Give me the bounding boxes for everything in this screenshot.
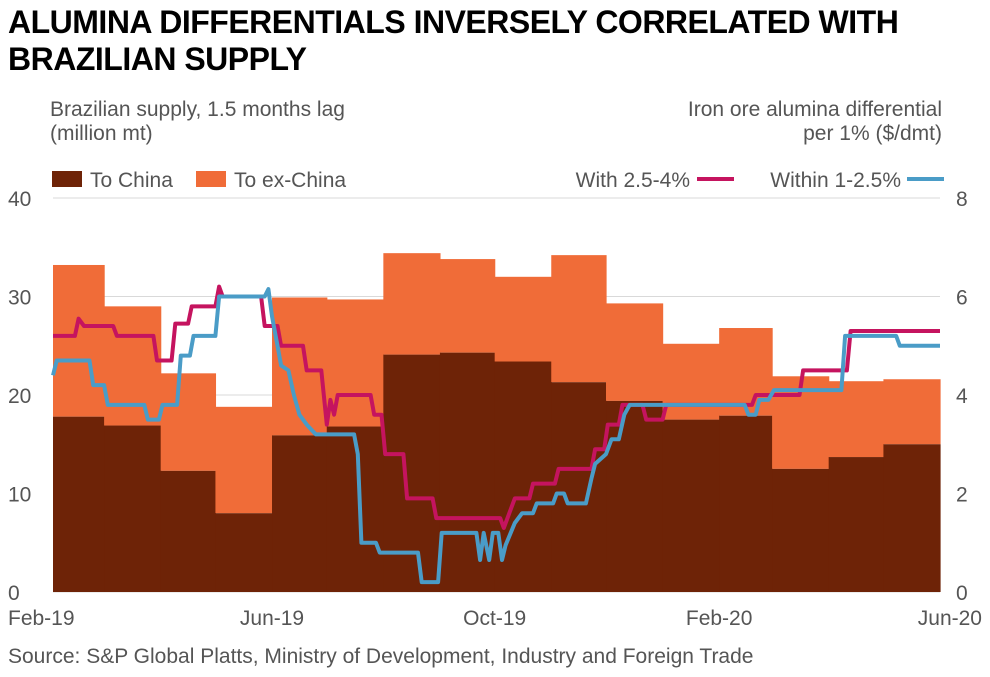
bar-china-4	[272, 435, 328, 592]
left-axis-title: Brazilian supply, 1.5 months lag (millio…	[50, 98, 345, 145]
bar-ex-china-0	[53, 264, 105, 417]
bar-china-15	[883, 444, 941, 592]
x-tick-jun-20: Jun-20	[918, 607, 982, 630]
bar-ex-china-3	[215, 406, 273, 514]
y-tick-30: 30	[8, 287, 31, 310]
bar-china-9	[551, 382, 607, 592]
bar-china-0	[53, 416, 105, 592]
right-axis-title: Iron ore alumina differential per 1% ($/…	[687, 98, 942, 145]
bar-ex-china-8	[494, 276, 552, 362]
line-with-2-5-4	[53, 284, 940, 530]
y2-tick-8: 8	[956, 188, 968, 211]
bar-china-14	[828, 457, 885, 592]
x-tick-feb-20: Feb-20	[686, 607, 753, 630]
bar-ex-china-12	[719, 328, 773, 416]
y-tick-0: 0	[8, 582, 20, 605]
bar-china-3	[215, 513, 273, 592]
legend-label-with-2-5-4: With 2.5-4%	[576, 169, 690, 192]
line-within-1-2-5	[51, 287, 940, 585]
bar-china-2	[160, 470, 217, 592]
bar-china-6	[383, 354, 441, 592]
y-tick-20: 20	[8, 385, 31, 408]
x-tick-oct-19: Oct-19	[463, 607, 526, 630]
bar-ex-china-14	[828, 381, 885, 458]
bar-ex-china-2	[160, 373, 217, 471]
bar-china-5	[326, 426, 384, 592]
bar-ex-china-11	[662, 343, 720, 420]
y2-tick-6: 6	[956, 287, 968, 310]
bar-china-12	[719, 415, 773, 592]
legend-label-within-1-2-5: Within 1-2.5%	[770, 169, 901, 192]
bar-ex-china-9	[551, 255, 607, 383]
legend-label-to-ex-china: To ex-China	[234, 169, 346, 192]
source-note: Source: S&P Global Platts, Ministry of D…	[8, 645, 754, 668]
legend-swatch-to-china	[52, 171, 82, 187]
legend-swatch-to-ex-china	[196, 171, 226, 187]
y-tick-10: 10	[8, 484, 31, 507]
chart-title: ALUMINA DIFFERENTIALS INVERSELY CORRELAT…	[8, 4, 899, 77]
x-tick-feb-19: Feb-19	[8, 607, 75, 630]
legend: To China To ex-China With 2.5-4% Within 1-2…	[52, 169, 944, 192]
bar-ex-china-10	[606, 303, 664, 401]
y2-tick-4: 4	[956, 385, 968, 408]
x-tick-jun-19: Jun-19	[240, 607, 304, 630]
bar-china-13	[772, 468, 830, 592]
axis-ticks: 0 10 20 30 40 0 2 4 6 8 Feb-19 Jun-19 Oct-19 Feb-20 Ju…	[8, 188, 982, 630]
supply-bars	[53, 253, 941, 592]
differential-lines	[51, 284, 940, 585]
legend-label-to-china: To China	[90, 169, 173, 192]
bar-china-1	[104, 425, 162, 592]
y-tick-40: 40	[8, 188, 31, 211]
bar-china-10	[606, 400, 664, 592]
bar-ex-china-7	[439, 259, 496, 353]
bar-china-11	[662, 419, 720, 592]
y2-tick-0: 0	[956, 582, 968, 605]
bar-ex-china-6	[383, 253, 441, 355]
bar-ex-china-15	[883, 379, 941, 445]
y2-tick-2: 2	[956, 484, 968, 507]
